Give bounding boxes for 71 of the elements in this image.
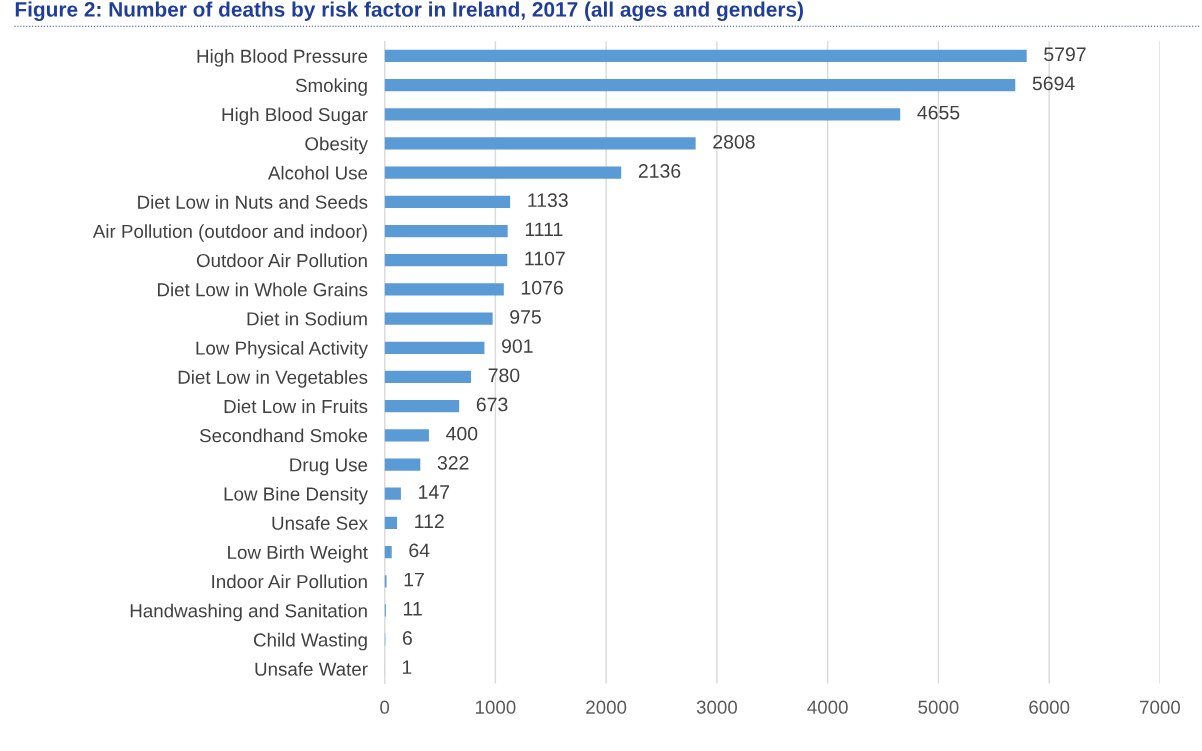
data-label: 2136: [638, 164, 681, 178]
y-tick-label: Outdoor Air Pollution: [196, 253, 367, 268]
bar: [384, 254, 508, 267]
bar: [384, 516, 398, 530]
data-label: 5797: [1044, 47, 1086, 62]
bar: [384, 312, 493, 325]
y-tick-label: Air Pollution (outdoor and indoor): [92, 224, 367, 242]
data-label: 780: [488, 368, 520, 383]
bar: [384, 283, 504, 296]
y-tick-label: Low Bine Density: [224, 486, 368, 505]
data-label: 112: [415, 514, 444, 528]
y-tick-label: Diet Low in Whole Grains: [157, 282, 368, 297]
y-tick-label: Low Physical Activity: [196, 340, 368, 359]
bar: [384, 341, 485, 354]
data-label: 11: [404, 602, 422, 616]
data-label: 400: [446, 426, 478, 441]
data-label: 17: [404, 572, 424, 587]
y-tick-label: Secondhand Smoke: [199, 428, 368, 443]
y-tick-label: Unsafe Sex: [272, 516, 368, 530]
bar: [384, 49, 1027, 63]
data-label: 1076: [521, 280, 563, 295]
x-tick-label: 7000: [1140, 700, 1181, 714]
x-tick-label: 6000: [1029, 700, 1070, 714]
data-label: 2808: [713, 134, 755, 149]
bar: [384, 400, 460, 413]
data-label: 1: [402, 660, 412, 674]
chart-title: Figure 2: Number of deaths by risk factor in Ireland, 2017 (all ages and genders): [15, 1, 803, 22]
bar: [384, 458, 421, 471]
y-tick-label: Diet Low in Nuts and Seeds: [138, 195, 368, 209]
bar: [384, 370, 472, 384]
bar: [384, 78, 1016, 92]
data-label: 1133: [528, 193, 568, 208]
y-tick-label: Drug Use: [290, 458, 368, 476]
data-label: 322: [437, 455, 469, 470]
data-label: 1111: [525, 222, 563, 237]
y-tick-label: Unsafe Water: [255, 662, 368, 676]
y-tick-label: High Blood Sugar: [222, 107, 368, 125]
x-tick-label: 4000: [807, 700, 848, 714]
x-tick-label: 1000: [475, 700, 516, 714]
bar: [384, 108, 901, 121]
data-label: 64: [409, 543, 430, 558]
data-label: 975: [510, 310, 541, 324]
y-tick-label: Obesity: [305, 136, 368, 155]
data-label: 1107: [525, 251, 565, 266]
y-tick-label: Diet Low in Vegetables: [178, 370, 368, 388]
bar: [384, 429, 429, 442]
bar: [384, 224, 508, 238]
data-label: 5694: [1032, 76, 1075, 91]
x-tick-label: 0: [380, 700, 390, 714]
data-label: 4655: [917, 105, 960, 120]
y-tick-label: High Blood Pressure: [197, 49, 368, 67]
y-tick-label: Alcohol Use: [267, 165, 368, 180]
y-tick-label: Diet Low in Fruits: [224, 399, 368, 414]
data-label: 673: [476, 397, 508, 412]
y-tick-label: Handwashing and Sanitation: [130, 603, 367, 622]
bar: [384, 166, 622, 179]
y-tick-label: Child Wasting: [253, 632, 367, 651]
x-tick-label: 3000: [696, 700, 738, 714]
bar: [384, 545, 392, 559]
data-label: 6: [402, 631, 412, 645]
data-label: 901: [502, 339, 533, 353]
y-tick-label: Indoor Air Pollution: [212, 574, 367, 589]
y-tick-label: Smoking: [295, 78, 367, 96]
data-label: 147: [419, 485, 450, 499]
x-tick-label: 5000: [918, 700, 959, 714]
y-tick-label: Low Birth Weight: [228, 545, 368, 563]
x-tick-label: 2000: [586, 700, 627, 714]
bar: [384, 487, 401, 500]
bar: [384, 137, 696, 150]
y-tick-label: Diet in Sodium: [247, 311, 367, 326]
bar: [384, 195, 511, 208]
